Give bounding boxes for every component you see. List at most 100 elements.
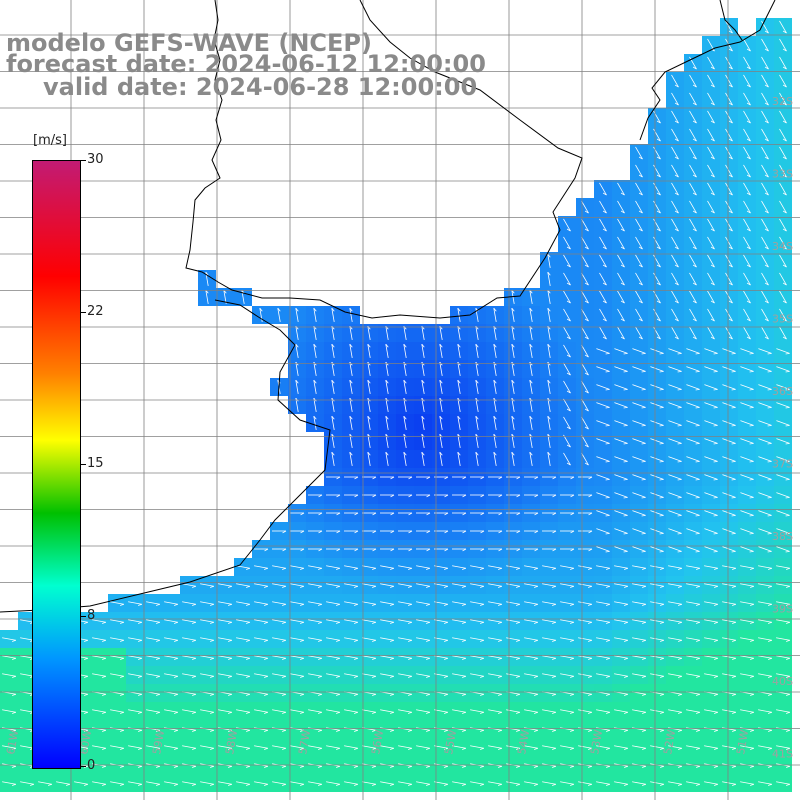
wind-arrow — [547, 452, 551, 466]
wind-arrow — [758, 781, 772, 785]
wind-arrow — [704, 492, 718, 498]
wind-arrow-head — [11, 639, 17, 642]
wind-arrow-head — [728, 282, 733, 286]
wind-arrow — [635, 164, 643, 178]
wind-arrow — [632, 673, 646, 677]
wind-arrow-head — [389, 711, 395, 714]
wind-arrow-head — [227, 603, 233, 606]
wind-arrow-head — [245, 729, 251, 732]
lon-label: 57W — [296, 729, 313, 756]
wind-arrow — [632, 655, 646, 659]
wind-arrow-head — [119, 639, 125, 642]
wind-arrow — [725, 164, 733, 178]
wind-arrow — [560, 619, 574, 623]
wind-arrow-head — [785, 747, 791, 750]
wind-arrow-head — [764, 138, 769, 142]
wind-arrow — [725, 236, 733, 250]
wind-arrow-head — [101, 765, 107, 768]
wind-arrow — [254, 601, 268, 605]
wind-arrow-head — [677, 424, 682, 427]
wind-arrow-head — [674, 336, 679, 340]
wind-arrow — [650, 709, 664, 713]
wind-arrow-head — [389, 621, 395, 624]
wind-arrow — [758, 384, 772, 390]
wind-arrow-head — [515, 621, 521, 624]
wind-arrow — [470, 637, 484, 641]
wind-arrow-head — [263, 765, 269, 768]
wind-arrow — [776, 402, 790, 408]
wind-arrow-head — [605, 352, 610, 355]
wind-arrow — [596, 781, 610, 785]
wind-arrow-head — [785, 424, 790, 427]
wind-arrow — [776, 745, 790, 749]
wind-arrow — [722, 492, 736, 498]
wind-arrow — [416, 781, 430, 785]
wind-arrow — [236, 745, 250, 749]
wind-arrow-head — [659, 514, 664, 517]
wind-arrow-head — [713, 370, 718, 373]
wind-arrow — [635, 200, 643, 214]
wind-arrow-head — [605, 532, 610, 535]
wind-arrow-head — [534, 494, 539, 498]
wind-arrow-head — [677, 711, 683, 714]
wind-arrow — [686, 745, 700, 749]
wind-arrow-head — [480, 530, 485, 534]
wind-arrow-head — [731, 675, 737, 678]
wind-arrow — [439, 344, 443, 358]
wind-arrow-head — [569, 621, 575, 624]
wind-arrow — [452, 637, 466, 641]
wind-arrow-head — [245, 675, 251, 678]
wind-arrow — [563, 380, 571, 394]
wind-arrow-head — [533, 783, 539, 786]
wind-arrow-head — [782, 174, 787, 178]
wind-arrow — [367, 452, 371, 466]
wind-arrow — [779, 182, 787, 196]
wind-arrow — [439, 452, 443, 466]
wind-arrow — [689, 56, 697, 70]
wind-arrow-head — [425, 621, 431, 624]
wind-arrow — [511, 398, 515, 412]
lat-label: 35S — [772, 313, 793, 326]
wind-arrow-head — [710, 228, 715, 232]
wind-arrow — [362, 565, 376, 569]
wind-arrow-head — [566, 462, 571, 466]
wind-arrow — [668, 673, 682, 677]
wind-arrow-head — [749, 567, 755, 570]
wind-arrow — [707, 308, 715, 322]
wind-arrow-head — [695, 711, 701, 714]
wind-arrow — [164, 709, 178, 713]
wind-arrow — [488, 637, 502, 641]
wind-arrow-head — [173, 693, 179, 696]
wind-arrow-head — [65, 783, 71, 786]
wind-arrow — [668, 492, 682, 498]
wind-arrow — [20, 655, 34, 659]
wind-arrow-head — [101, 711, 107, 714]
wind-arrow-head — [479, 711, 485, 714]
wind-arrow-head — [173, 639, 179, 642]
wind-arrow — [380, 637, 394, 641]
wind-arrow-head — [749, 585, 755, 588]
wind-arrow-head — [317, 621, 323, 624]
wind-arrow-head — [83, 711, 89, 714]
wind-arrow-head — [605, 460, 610, 463]
wind-arrow-head — [623, 514, 628, 517]
wind-arrow-head — [569, 567, 575, 570]
wind-arrow-head — [623, 496, 628, 499]
wind-arrow-head — [674, 102, 679, 106]
wind-arrow-head — [641, 747, 647, 750]
wind-arrow-head — [695, 675, 701, 678]
wind-arrow — [506, 781, 520, 785]
wind-arrow-head — [764, 102, 769, 106]
wind-arrow — [421, 416, 425, 430]
wind-arrow-head — [746, 210, 751, 214]
wind-arrow — [596, 619, 610, 623]
wind-arrow-head — [461, 585, 467, 588]
wind-arrow-head — [569, 675, 575, 678]
wind-arrow — [689, 110, 697, 124]
wind-arrow — [110, 745, 124, 749]
wind-arrow-head — [209, 639, 215, 642]
wind-arrow — [380, 781, 394, 785]
wind-arrow — [779, 110, 787, 124]
colorbar-tick-22: 22 — [87, 304, 104, 319]
wind-arrow — [740, 637, 754, 641]
